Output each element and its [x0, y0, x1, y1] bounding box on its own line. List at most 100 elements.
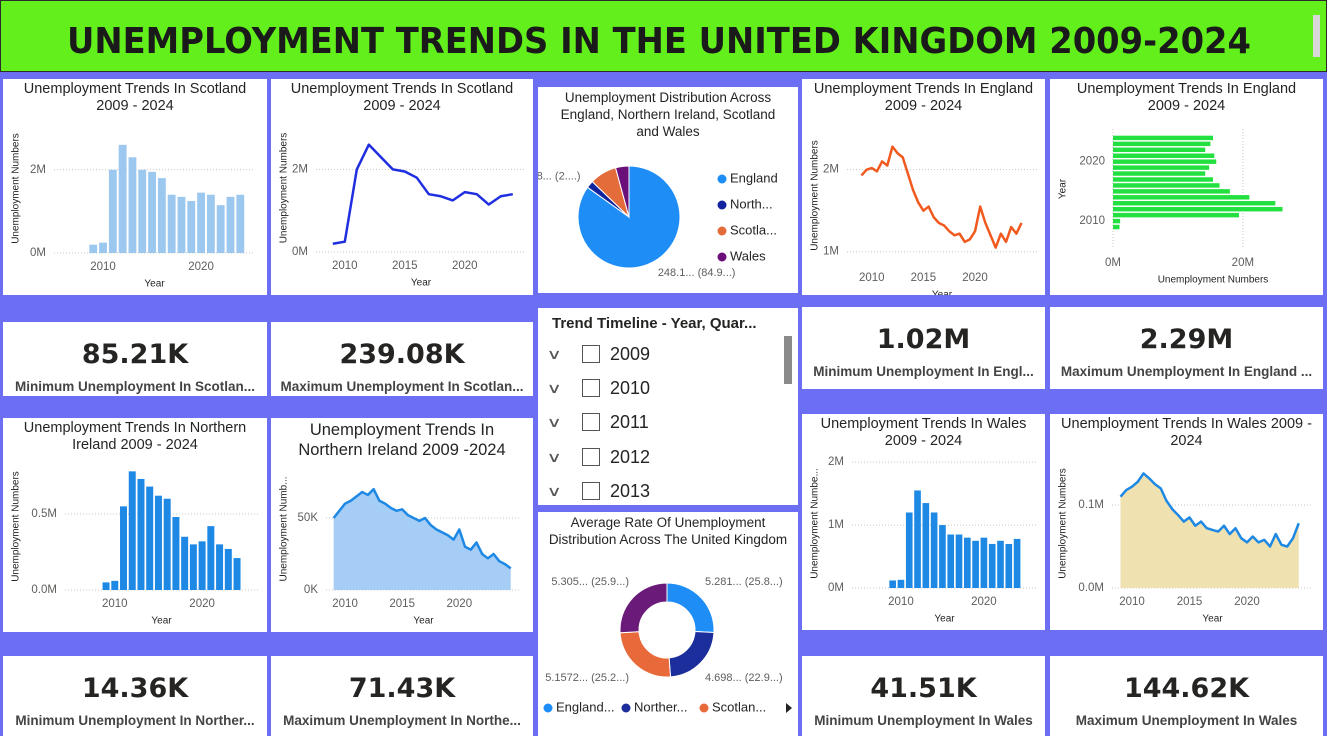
x-tick-label: 2010 [859, 272, 885, 284]
chart-panel: 2010 2020 0M 20M Unemployment Numbers Year Une… [1050, 79, 1323, 295]
header: UNEMPLOYMENT TRENDS IN THE UNITED KINGDO… [0, 0, 1327, 72]
y-axis-label: Unemployment Numbers [279, 133, 290, 244]
bar [111, 580, 119, 590]
y-axis-label: Unemployment Numbers [11, 471, 22, 582]
chart: 5.281... (25.8...) England... 4.698... (22… [543, 576, 792, 714]
y-axis-label: Unemployment Numbers [1058, 468, 1069, 579]
bar [108, 169, 117, 253]
y-axis-label: Unemployment Numb... [279, 476, 290, 581]
x-tick-label: 2010 [1119, 596, 1145, 608]
y-tick-label: 2010 [1079, 215, 1105, 227]
kpi-value: 2.29M [1139, 324, 1234, 355]
chevron[interactable]: ∨ [546, 379, 562, 396]
slicer-item[interactable]: ∨ 2013 [547, 477, 651, 505]
kpi-label: Minimum Unemployment In Wales [814, 713, 1033, 728]
y-tick-label: 0M [292, 246, 308, 258]
kpi-label: Minimum Unemployment In Engl... [813, 364, 1034, 379]
y-axis-label: Unemployment Numbers [810, 140, 821, 251]
bar [1113, 189, 1230, 194]
legend-arrow[interactable] [786, 703, 792, 713]
bar [997, 540, 1004, 588]
chart-panel: 0K 50K 2010 2015 2020 Year Unemployment Numb..… [271, 418, 533, 632]
chevron[interactable]: ∨ [546, 345, 562, 362]
y-tick-label: 0K [304, 584, 318, 596]
chart: 0M 2M 2010 2015 2020 Year Unemployment Numbers [279, 133, 526, 289]
x-tick-label: 2010 [888, 596, 914, 608]
kpi-value: 14.36K [81, 673, 189, 704]
bar [99, 242, 107, 253]
x-axis-label: Year [932, 290, 953, 295]
slicer-item[interactable]: ∨ 2011 [547, 408, 649, 436]
bar [128, 157, 137, 253]
chart-title: Unemployment Trends In England 2009 - 20… [1076, 81, 1297, 114]
chart-panel: 0M 1M 2M 2010 2020 Year Unemployment Numbe... U… [802, 414, 1045, 630]
checkbox[interactable] [582, 379, 600, 397]
bar [1113, 183, 1220, 188]
kpi-value: 41.51K [870, 673, 977, 704]
chart: 0K 50K 2010 2015 2020 Year Unemployment Numb..… [279, 476, 521, 627]
x-tick-label: 2010 [90, 261, 116, 273]
bar [1005, 543, 1013, 588]
data-label: 6.8... (2....) [538, 171, 581, 183]
bar [137, 478, 145, 590]
slice [668, 630, 715, 678]
x-axis-label: Year [1202, 614, 1223, 625]
y-tick-label: 1M [828, 519, 844, 531]
bar [1113, 201, 1276, 206]
legend-label: England [730, 170, 778, 185]
y-tick-label: 0M [828, 582, 844, 594]
kpi-value: 71.43K [348, 673, 456, 704]
bar [930, 512, 938, 588]
kpi-card: 14.36K Minimum Unemployment In Norther... [3, 656, 267, 736]
bar [189, 544, 197, 590]
x-tick-label: 2020 [962, 272, 988, 284]
slicer-scrollbar[interactable] [784, 336, 792, 384]
scrollbar[interactable] [1313, 15, 1320, 57]
kpi-card: 85.21K Minimum Unemployment In Scotlan... [3, 322, 267, 396]
chart: 2010 2020 0M 20M Unemployment Numbers Year [1058, 129, 1283, 286]
chart: 0M 1M 2M 2010 2020 Year Unemployment Numbe... [810, 456, 1037, 625]
kpi-card: 239.08K Maximum Unemployment In Scotlan..… [271, 322, 533, 396]
chevron[interactable]: ∨ [546, 413, 562, 430]
checkbox[interactable] [582, 482, 600, 500]
slicer-item[interactable]: ∨ 2010 [547, 374, 651, 402]
bar [233, 558, 241, 590]
x-tick-label: 2015 [911, 272, 937, 284]
bar [1113, 206, 1283, 212]
y-tick-label: 0.0M [31, 584, 57, 596]
slice [619, 582, 668, 634]
y-axis-label: Year [1058, 178, 1069, 199]
bar [1113, 159, 1217, 164]
bar [197, 192, 205, 253]
chart-panel: 0.0M 0.5M 2010 2020 Year Unemployment Numbers… [3, 418, 267, 632]
checkbox[interactable] [582, 448, 600, 466]
bar [226, 196, 235, 253]
y-tick-label: 0.5M [31, 508, 57, 520]
chart-panel: 0M 2M 2010 2015 2020 Year Unemployment Numbers… [271, 79, 533, 295]
checkbox[interactable] [582, 345, 600, 363]
slice [619, 631, 672, 678]
y-tick-label: 2M [828, 456, 844, 468]
chart-title: Unemployment Trends In Northern Ireland … [23, 420, 247, 453]
chevron[interactable]: ∨ [546, 448, 562, 465]
y-tick-label: 2M [292, 163, 308, 175]
bar [224, 548, 232, 590]
chart-panel: 0.0M 0.1M 2010 2015 2020 Year Unemployment Num… [1050, 414, 1323, 630]
kpi-label: Maximum Unemployment In Wales [1075, 713, 1298, 728]
checkbox[interactable] [582, 413, 600, 431]
slicer-item[interactable]: ∨ 2009 [547, 340, 651, 368]
bar [1113, 224, 1120, 230]
x-axis-label: Year [934, 614, 955, 625]
x-tick-label: 2020 [188, 261, 214, 273]
kpi-label: Maximum Unemployment In Scotlan... [280, 379, 524, 394]
slicer-item[interactable]: ∨ 2012 [547, 443, 651, 471]
chevron[interactable]: ∨ [546, 482, 562, 499]
bar [89, 244, 98, 253]
kpi-card: 2.29M Maximum Unemployment In England ... [1050, 307, 1323, 389]
chart-panel: 0M 2M 2010 2020 Year Unemployment Numbers Unem… [3, 79, 267, 295]
item-label: 2012 [610, 446, 651, 467]
x-axis-label: Unemployment Numbers [1158, 275, 1269, 286]
chart-panel: 1M 2M 2010 2015 2020 Year Unemployment Numbers… [802, 79, 1045, 295]
bar [146, 486, 154, 590]
